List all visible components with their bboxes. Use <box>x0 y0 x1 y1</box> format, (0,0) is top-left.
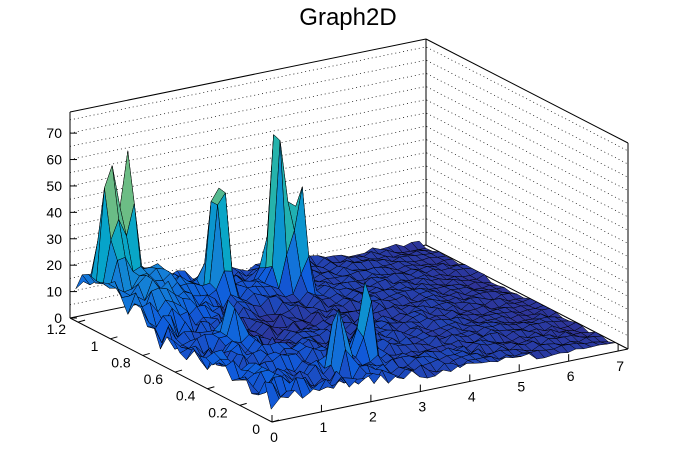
y-tick-label: 0.2 <box>208 404 228 420</box>
z-gridline <box>69 86 629 191</box>
x-tick-label: 1 <box>320 419 328 435</box>
y-tick <box>110 336 118 340</box>
z-tick-label: 50 <box>46 178 62 194</box>
z-gridline <box>69 46 629 152</box>
y-tick-label: 1.2 <box>47 321 67 337</box>
y-tick-label: 0.6 <box>144 371 164 387</box>
z-tick-label: 20 <box>46 257 62 273</box>
z-gridline <box>69 99 629 205</box>
z-gridline <box>69 125 629 231</box>
y-tick-label: 0.4 <box>176 388 196 404</box>
x-tick-label: 7 <box>616 358 624 374</box>
z-tick-label: 0 <box>54 310 62 326</box>
x-tick-label: 4 <box>468 388 476 404</box>
y-tick <box>271 419 280 423</box>
z-tick-label: 30 <box>46 231 62 247</box>
frame-edge <box>69 38 427 113</box>
x-tick-label: 3 <box>418 399 426 415</box>
x-tick-label: 0 <box>270 429 278 445</box>
z-gridline <box>69 165 629 271</box>
z-gridline <box>69 59 629 165</box>
surface-mesh <box>75 134 616 410</box>
z-tick-label: 40 <box>46 204 62 220</box>
z-tick-label: 10 <box>46 284 62 300</box>
z-gridline <box>69 152 629 257</box>
x-tick-label: 2 <box>369 409 377 425</box>
y-tick <box>239 402 247 406</box>
z-tick-label: 60 <box>46 152 62 168</box>
y-tick-label: 1 <box>91 338 99 354</box>
frame-edge <box>425 38 629 144</box>
y-tick-label: 0 <box>252 421 260 437</box>
x-tick-label: 6 <box>567 368 575 384</box>
frame-edge <box>425 244 629 350</box>
z-tick-label: 70 <box>46 125 62 141</box>
surface-patch <box>264 381 280 410</box>
y-tick <box>174 369 183 373</box>
y-tick <box>142 352 150 356</box>
z-gridline <box>69 139 629 244</box>
y-axis <box>69 317 273 423</box>
x-tick-label: 5 <box>517 378 525 394</box>
axes <box>69 112 629 423</box>
y-tick <box>77 319 86 323</box>
chart-title: Graph2D <box>299 4 397 31</box>
z-gridline <box>69 112 629 218</box>
z-gridline <box>69 72 629 178</box>
y-tick-label: 0.8 <box>111 354 131 370</box>
y-tick <box>207 386 215 390</box>
